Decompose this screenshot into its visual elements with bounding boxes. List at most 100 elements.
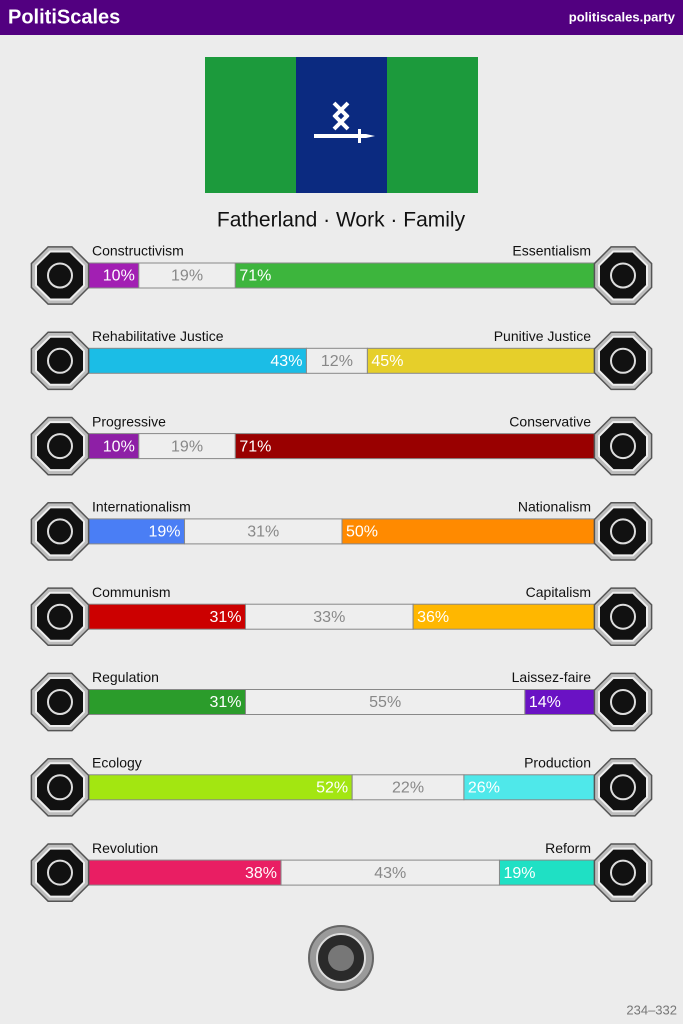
value-label: 43% [270, 353, 302, 370]
scale-segment [305, 347, 368, 374]
value-label: 45% [371, 353, 403, 370]
right-label: Conservative [509, 413, 591, 429]
scale-segment [463, 774, 597, 801]
icon-motif [610, 518, 636, 545]
icon-inner [598, 335, 648, 386]
icon-motif [610, 262, 636, 289]
value-label: 71% [239, 268, 271, 285]
scale-segment [87, 603, 246, 630]
app-title[interactable]: PolitiScales [8, 6, 120, 28]
scale-segment [234, 262, 597, 289]
site-link[interactable]: politiscales.party [569, 9, 676, 24]
header-bar [0, 0, 683, 35]
icon-motif [610, 774, 636, 801]
axis-icon [30, 331, 90, 391]
icon-inner [35, 591, 85, 642]
axis-icon [593, 416, 653, 476]
slogan: Fatherland · Work · Family [217, 209, 466, 232]
icon-inner [35, 847, 85, 898]
axis-icon [593, 246, 653, 305]
axis-icon [30, 672, 90, 732]
icon-inner [598, 250, 648, 301]
value-label: 31% [209, 694, 241, 711]
axis-icon [30, 502, 90, 561]
axis-icon [593, 672, 653, 732]
value-label: 19% [171, 268, 203, 285]
icon-inner [35, 762, 85, 813]
flag [205, 57, 478, 193]
icon-motif [610, 347, 636, 374]
value-label: 19% [171, 438, 203, 455]
icon-inner [598, 421, 648, 472]
axis-icon [30, 587, 90, 647]
axis-icon [593, 757, 653, 817]
left-label: Communism [92, 584, 171, 600]
icon-motif [47, 347, 73, 374]
right-label: Capitalism [526, 584, 591, 600]
icon-motif [610, 689, 636, 715]
left-label: Ecology [92, 755, 142, 771]
icon-motif [47, 689, 73, 715]
axis-icon [30, 757, 90, 817]
scale-segment [184, 518, 343, 545]
left-label: Progressive [92, 413, 166, 429]
right-label: Essentialism [512, 243, 591, 259]
icon-motif [47, 433, 73, 460]
icon-motif [47, 262, 73, 289]
axis-icon [593, 587, 653, 647]
axis-icon [593, 502, 653, 561]
icon-inner [35, 677, 85, 727]
value-label: 10% [103, 438, 135, 455]
icon-inner [598, 506, 648, 557]
scale-segment [498, 859, 597, 886]
left-label: Revolution [92, 840, 158, 856]
scale-segment [138, 433, 236, 460]
icon-motif [610, 433, 636, 460]
value-label: 50% [346, 524, 378, 541]
scale-segment [341, 518, 597, 545]
scale-segment [366, 347, 597, 374]
left-label: Internationalism [92, 499, 191, 515]
icon-inner [35, 250, 85, 301]
right-label: Laissez-faire [512, 669, 592, 685]
icon-motif [47, 518, 73, 545]
value-label: 26% [468, 780, 500, 797]
value-label: 12% [321, 353, 353, 370]
right-label: Production [524, 755, 591, 771]
footer-code: 234–332 [626, 1002, 677, 1017]
scale-segment [244, 689, 526, 715]
axis-icon [30, 246, 90, 305]
right-label: Reform [545, 840, 591, 856]
scale-segment [244, 603, 414, 630]
axis-icon [30, 416, 90, 476]
value-label: 38% [245, 865, 277, 882]
value-label: 43% [374, 865, 406, 882]
icon-inner [35, 506, 85, 557]
icon-inner [35, 421, 85, 472]
left-label: Regulation [92, 669, 159, 685]
value-label: 55% [369, 694, 401, 711]
value-label: 36% [417, 609, 449, 626]
value-label: 31% [247, 524, 279, 541]
right-label: Nationalism [518, 499, 591, 515]
left-label: Rehabilitative Justice [92, 328, 224, 344]
value-label: 33% [313, 609, 345, 626]
axis-icon [593, 843, 653, 902]
value-label: 19% [148, 524, 180, 541]
right-label: Punitive Justice [494, 328, 591, 344]
value-label: 19% [503, 865, 535, 882]
value-label: 22% [392, 780, 424, 797]
icon-motif [610, 603, 636, 630]
icon-motif [47, 774, 73, 801]
value-label: 71% [239, 438, 271, 455]
value-label: 31% [209, 609, 241, 626]
icon-inner [598, 591, 648, 642]
axis-icon [30, 843, 90, 902]
emblem [308, 925, 374, 991]
scale-segment [87, 689, 246, 715]
icon-motif [47, 603, 73, 630]
icon-inner [598, 762, 648, 813]
value-label: 52% [316, 780, 348, 797]
scale-segment [87, 774, 353, 801]
